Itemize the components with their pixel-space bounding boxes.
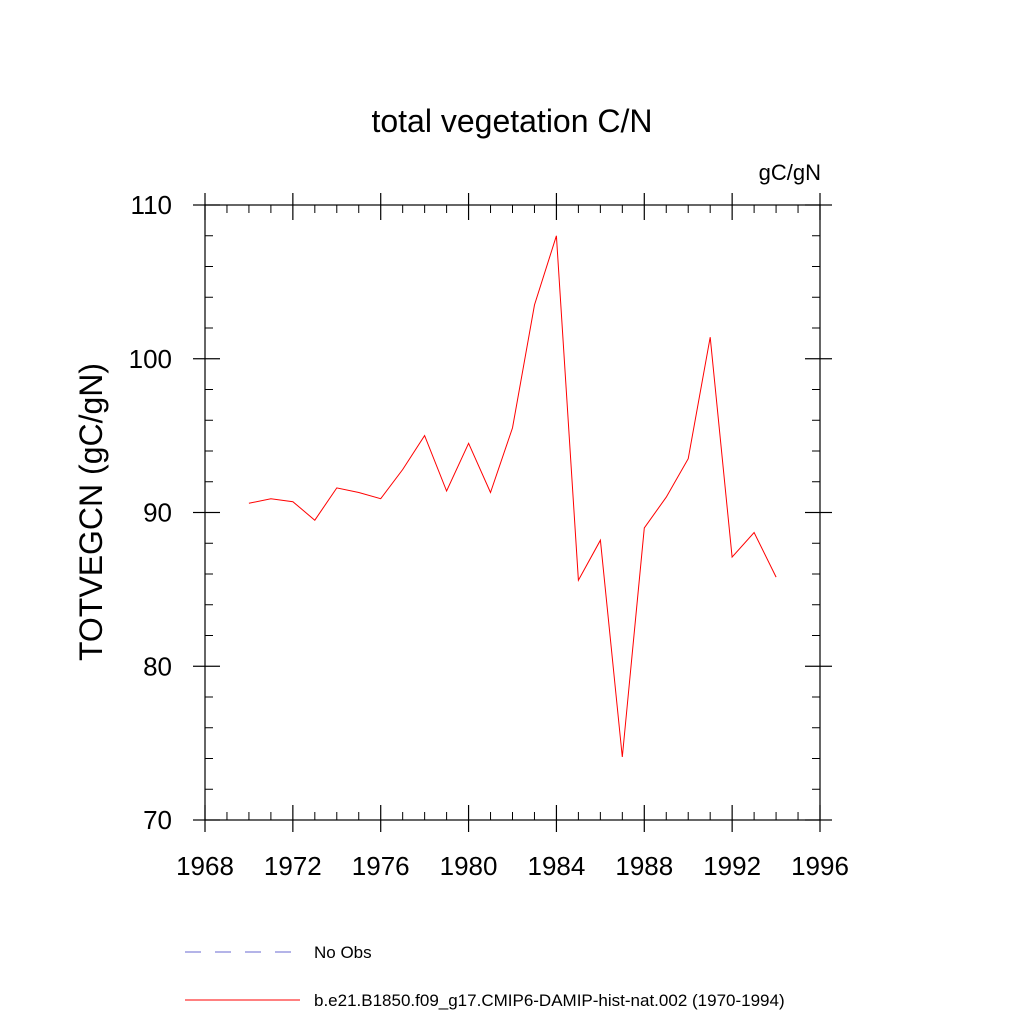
x-tick-label: 1980 [440, 851, 498, 881]
legend-label: No Obs [314, 943, 372, 962]
y-tick-label: 70 [143, 805, 172, 835]
x-tick-label: 1972 [264, 851, 322, 881]
y-tick-label: 100 [129, 344, 172, 374]
y-tick-label: 80 [143, 651, 172, 681]
y-axis-label: TOTVEGCN (gC/gN) [73, 363, 109, 661]
x-tick-label: 1976 [352, 851, 410, 881]
series-line [248, 235, 777, 758]
plot-frame [204, 204, 821, 821]
x-tick-label: 1988 [615, 851, 673, 881]
x-tick-label: 1984 [528, 851, 586, 881]
y-tick-label: 110 [131, 190, 172, 220]
data-series [248, 235, 777, 758]
y-tick-label: 90 [143, 498, 172, 528]
x-tick-label: 1968 [176, 851, 234, 881]
x-tick-label: 1996 [791, 851, 849, 881]
chart-title: total vegetation C/N [371, 103, 652, 139]
legend: No Obs b.e21.B1850.f09_g17.CMIP6-DAMIP-hi… [185, 943, 785, 1010]
units-label: gC/gN [759, 160, 821, 185]
x-tick-label: 1992 [703, 851, 761, 881]
axis-tick-labels: 1968 1972 1976 1980 1984 1988 1992 1996 70 80 90 10… [129, 190, 849, 881]
axis-ticks [193, 193, 832, 832]
legend-label: b.e21.B1850.f09_g17.CMIP6-DAMIP-hist-nat… [314, 991, 785, 1010]
